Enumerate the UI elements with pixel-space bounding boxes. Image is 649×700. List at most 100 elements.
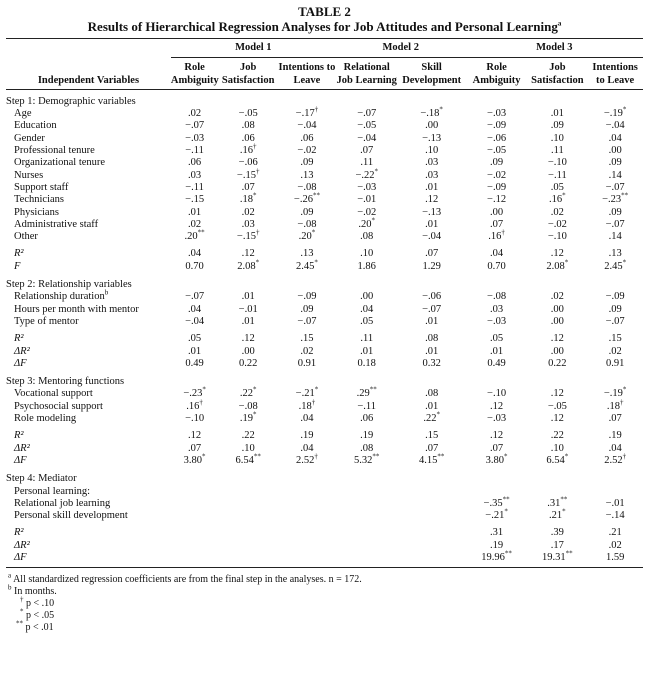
variable-row: Relational job learning −.35** .31** −.01 (6, 495, 643, 510)
value-cell: .02 (608, 539, 622, 551)
value-cell: −.11 (185, 145, 204, 157)
value-cell: .09 (300, 206, 314, 218)
value-cell: .13 (608, 248, 622, 260)
value-cell: .13 (300, 169, 314, 181)
model-header: Model 2 (335, 37, 466, 59)
value-cell: .03 (490, 303, 504, 315)
value-cell: −.01 (357, 194, 377, 206)
value-cell: −.19* (603, 385, 627, 400)
value-cell: .01 (425, 218, 439, 230)
stat-row: R² .12 .22 .19 .19 .15 .12 .22 .19 (6, 430, 643, 442)
column-header: Job Satisfaction (527, 57, 588, 90)
variable-label: Education (14, 120, 57, 132)
value-cell: .20* (298, 228, 316, 243)
value-cell: .04 (608, 442, 622, 454)
group-label: Personal learning: (14, 485, 91, 497)
value-cell: 0.18 (357, 357, 376, 369)
column-header: Role Ambiguity (170, 57, 219, 90)
variable-cell: Age (6, 108, 171, 120)
value-cell: .02 (608, 345, 622, 357)
value-cell: .09 (608, 206, 622, 218)
value-cell: .04 (608, 132, 622, 144)
variable-label: Relational job learning (14, 497, 111, 509)
stat-label: ΔF (14, 454, 27, 466)
value-cell: .11 (360, 157, 374, 169)
value-cell: .16† (239, 142, 257, 157)
value-cell: .02 (550, 206, 564, 218)
empty-cell (278, 540, 336, 552)
stat-label: ΔR² (14, 345, 30, 357)
value-cell: .22* (423, 410, 440, 425)
value-cell: −.03 (487, 315, 507, 327)
value-cell: .02 (188, 108, 202, 120)
value-cell: −.01 (238, 303, 258, 315)
section-row: Step 3: Mentoring functions (6, 370, 643, 388)
table-title-line: Results of Hierarchical Regression Analy… (6, 19, 643, 34)
footnote-mark: b (8, 583, 12, 592)
value-cell: −.19* (603, 105, 627, 120)
value-cell: .06 (241, 132, 255, 144)
value-cell: −.21* (485, 507, 508, 522)
variable-label: Technicians (14, 194, 64, 206)
value-cell: −.07 (357, 108, 377, 120)
value-cell: .10 (241, 442, 255, 454)
value-cell: .10 (360, 248, 374, 260)
value-cell: .07 (188, 442, 202, 454)
value-cell: −.07 (185, 120, 205, 132)
variable-row: Nurses .03 −.15† .13 −.22* .03 −.02 −.11 .14 (6, 167, 643, 182)
value-cell: −.03 (487, 108, 507, 120)
variable-cell: Administrative staff (6, 219, 171, 231)
value-cell: −.05 (357, 120, 377, 132)
stat-label: ΔR² (14, 539, 30, 551)
section-row: Step 2: Relationship variables (6, 273, 643, 291)
variable-cell: Role modeling (6, 413, 171, 425)
group-row: Personal learning: (6, 486, 643, 498)
value-cell: .01 (550, 108, 564, 120)
value-cell: −.11 (185, 181, 204, 193)
value-cell: 0.22 (238, 357, 258, 369)
empty-cell (278, 527, 336, 539)
stat-row: ΔR² .07 .10 .04 .08 .07 .07 .10 .04 (6, 443, 643, 455)
value-cell: .09 (300, 303, 314, 315)
footnote-text: In months. (14, 586, 57, 598)
empty-cell (278, 498, 336, 510)
empty-cell (171, 498, 218, 510)
value-cell: 2.52† (604, 452, 627, 466)
value-cell: −.03 (185, 132, 205, 144)
value-cell: .07 (425, 248, 439, 260)
value-cell: −.05 (238, 108, 258, 120)
value-cell: .07 (360, 145, 374, 157)
empty-cell (170, 551, 219, 569)
value-cell: .31** (547, 495, 568, 509)
value-cell: .09 (608, 303, 622, 315)
footnote-mark: a (8, 571, 12, 580)
empty-cell (278, 551, 336, 569)
value-cell: .12 (490, 400, 504, 412)
value-cell: .14 (608, 169, 622, 181)
value-cell: .04 (300, 442, 314, 454)
value-cell: .04 (188, 303, 202, 315)
value-cell: .22 (550, 430, 564, 442)
footnote-text: p < .05 (26, 610, 55, 622)
value-cell: .06 (188, 157, 202, 169)
variable-label: Type of mentor (14, 315, 79, 327)
value-cell: .03 (425, 157, 439, 169)
empty-cell (218, 551, 279, 569)
variable-row: Professional tenure −.11 .16† −.02 .07 .10 −.0… (6, 142, 643, 157)
value-cell: 2.08* (546, 258, 569, 272)
variable-row: Physicians .01 .02 .09 −.02 −.13 .00 .02 .09 (6, 207, 643, 219)
value-cell: .01 (425, 315, 439, 327)
value-cell: 1.59 (587, 551, 643, 569)
value-cell: −.23** (602, 191, 629, 206)
value-cell: .12 (550, 388, 564, 400)
value-cell: .20* (358, 216, 376, 230)
value-cell: .19 (360, 430, 374, 442)
column-header: Intentions to Leave (587, 57, 643, 90)
value-cell: .01 (188, 206, 202, 218)
value-cell: −.15† (236, 167, 260, 181)
column-header: Job Satisfaction (218, 57, 279, 90)
value-cell: .16† (186, 398, 203, 412)
stat-row: R² .31 .39 .21 (6, 527, 643, 539)
empty-cell (336, 527, 398, 539)
value-cell: .04 (188, 248, 202, 260)
